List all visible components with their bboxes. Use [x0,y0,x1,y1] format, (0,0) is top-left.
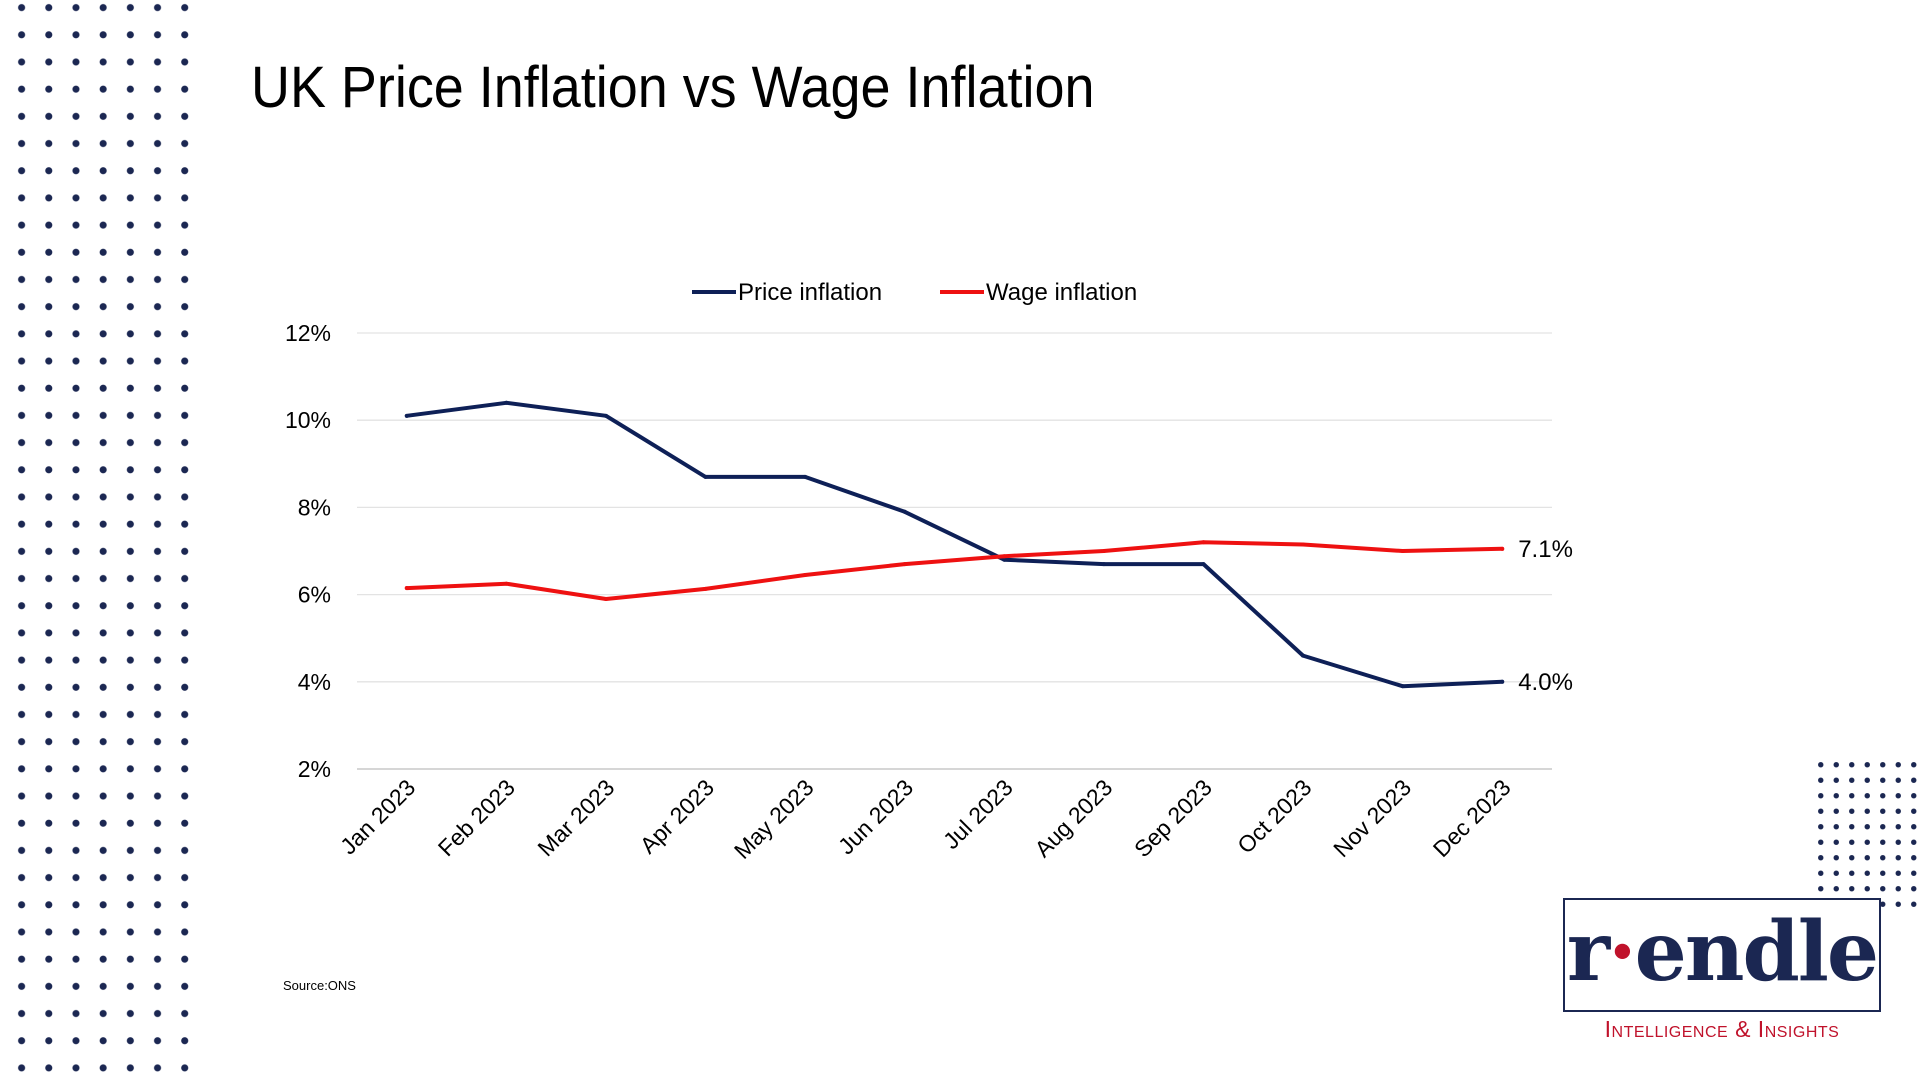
x-tick-label: Sep 2023 [1129,774,1217,862]
logo-tagline: Intelligence & Insights [1604,1016,1840,1042]
data-label: 7.1% [1518,536,1573,563]
logo-wordmark: r·endle [1566,904,1879,1000]
data-point [404,586,409,591]
data-point [1301,653,1306,658]
x-tick-label: May 2023 [729,774,819,864]
data-point [1101,562,1106,567]
x-tick-label: Jul 2023 [938,774,1018,854]
x-tick-label: Apr 2023 [635,774,719,858]
data-point [603,596,608,601]
x-tick-label: Nov 2023 [1328,774,1416,862]
x-tick-label: Mar 2023 [532,774,619,861]
data-point [1400,684,1405,689]
data-point [504,581,509,586]
data-point [404,413,409,418]
data-point [1301,542,1306,547]
data-point [803,474,808,479]
data-point [504,400,509,405]
series-line-wage-inflation [404,540,1505,601]
data-point [703,586,708,591]
x-tick-label: Jun 2023 [833,774,918,859]
source-note: Source:ONS [283,978,356,993]
data-point [1101,549,1106,553]
data-point [1500,679,1505,684]
page-title: UK Price Inflation vs Wage Inflation [251,55,1095,120]
data-label: 4.0% [1518,669,1573,696]
x-tick-label: Feb 2023 [433,774,520,861]
y-tick-label: 2% [298,756,331,782]
series-line-price-inflation [404,400,1505,689]
x-tick-label: Jan 2023 [335,774,420,859]
legend-label: Price inflation [738,279,882,306]
data-point [1201,540,1206,545]
y-tick-label: 8% [298,494,331,520]
legend-label: Wage inflation [986,279,1137,306]
y-tick-label: 12% [285,320,331,346]
x-tick-label: Dec 2023 [1428,774,1516,862]
data-point [1400,549,1405,553]
left-dot-pattern [0,0,190,1080]
y-tick-label: 4% [298,669,331,695]
data-point [1002,554,1007,559]
data-point [1002,557,1007,562]
data-point [803,572,808,577]
rendle-logo: r·endle [1563,898,1881,1012]
x-tick-label: Oct 2023 [1232,774,1316,858]
x-tick-label: Aug 2023 [1029,774,1117,862]
y-tick-label: 10% [285,407,331,433]
data-point [1500,546,1505,551]
y-tick-label: 6% [298,582,331,608]
data-point [1201,562,1206,567]
right-dot-pattern [1813,757,1920,915]
data-point [902,562,907,567]
data-point [603,413,608,418]
data-point [703,474,708,479]
data-point [902,509,907,514]
